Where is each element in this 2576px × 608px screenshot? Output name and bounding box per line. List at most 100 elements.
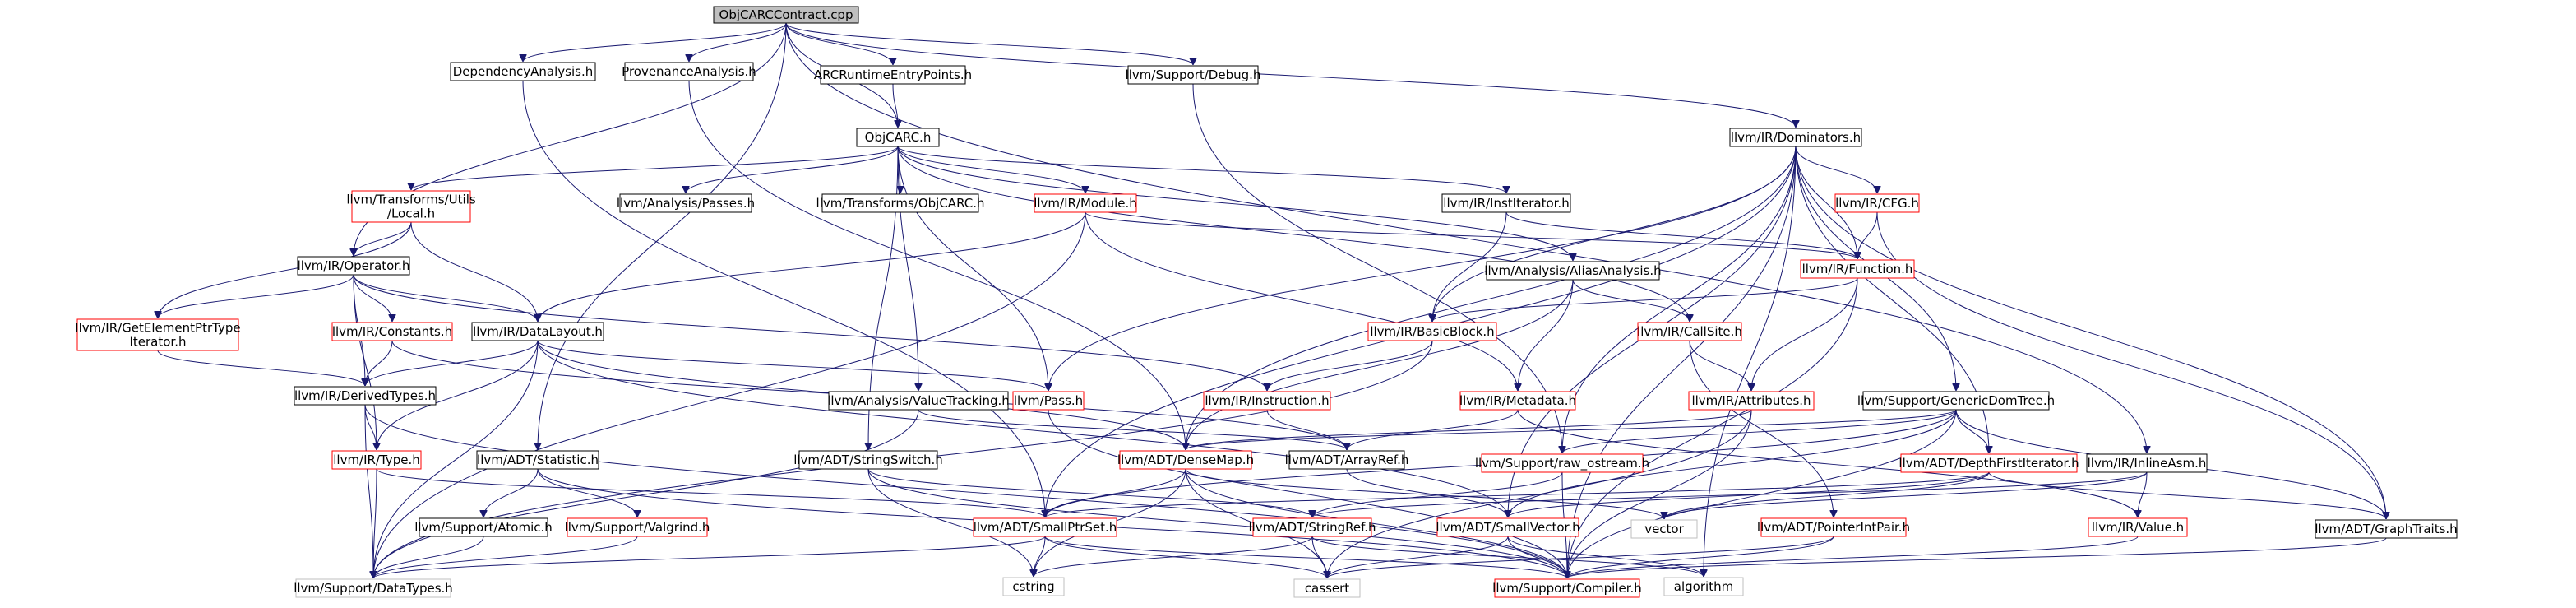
node-llvm-ir-module-h[interactable]: llvm/IR/Module.h (1034, 193, 1137, 213)
node-cassert[interactable]: cassert (1293, 578, 1361, 598)
node-vector[interactable]: vector (1630, 519, 1698, 539)
node-arcruntimeentrypoints-h[interactable]: ARCRuntimeEntryPoints.h (814, 65, 972, 85)
edge-graphtraits-to-compiler (1567, 537, 2387, 579)
node-llvm-adt-smallptrset-h[interactable]: llvm/ADT/SmallPtrSet.h (973, 517, 1117, 537)
node-label: algorithm (1674, 579, 1733, 594)
edge-objcarch-to-aliasanalysis (897, 146, 1573, 261)
node-llvm-analysis-valuetracking-h[interactable]: llvm/Analysis/ValueTracking.h (827, 391, 1010, 411)
edge-debug-to-rawostream (1192, 83, 1562, 453)
node-objcarccontract-cpp[interactable]: ObjCARCContract.cpp (713, 6, 859, 24)
node-llvm-adt-stringref-h[interactable]: llvm/ADT/StringRef.h (1248, 517, 1376, 537)
edge-instruction-to-arrayref (1266, 409, 1347, 451)
edge-dominators-to-basicblock (1432, 146, 1797, 322)
node-llvm-adt-pointerintpair-h[interactable]: llvm/ADT/PointerIntPair.h (1757, 517, 1910, 537)
edge-valuetracking-to-arrayref (918, 409, 1347, 451)
node-box (798, 450, 938, 470)
node-box (1288, 450, 1405, 470)
node-llvm-analysis-passes-h[interactable]: llvm/Analysis/Passes.h (617, 193, 755, 213)
node-llvm-ir-function-h[interactable]: llvm/IR/Function.h (1800, 259, 1915, 279)
node-algorithm[interactable]: algorithm (1663, 577, 1744, 596)
node-llvm-support-atomic-h[interactable]: llvm/Support/Atomic.h (414, 517, 553, 537)
node-box (821, 193, 979, 213)
node-label: llvm/IR/Constants.h (332, 324, 452, 339)
edge-function-to-attributes (1751, 277, 1858, 391)
edge-type-to-datatypes (373, 468, 377, 578)
node-llvm-support-compiler-h[interactable]: llvm/Support/Compiler.h (1492, 578, 1642, 598)
edge-function-to-basicblock (1432, 277, 1858, 323)
node-llvm-ir-operator-h[interactable]: llvm/IR/Operator.h (297, 256, 410, 276)
edge-inlineasm-to-vector (1664, 471, 2148, 520)
nodes-layer: ObjCARCContract.cpp DependencyAnalysis.h P… (75, 6, 2458, 598)
node-llvm-ir-inlineasm-h[interactable]: llvm/IR/InlineAsm.h (2086, 453, 2208, 473)
node-box (1630, 519, 1698, 539)
edge-pass-to-compiler (1048, 409, 1567, 578)
node-llvm-ir-attributes-h[interactable]: llvm/IR/Attributes.h (1688, 391, 1815, 411)
node-llvm-ir-cfg-h[interactable]: llvm/IR/CFG.h (1834, 193, 1920, 213)
node-provenanceanalysis-h[interactable]: ProvenanceAnalysis.h (622, 62, 756, 81)
edge-basicblock-to-instruction (1267, 340, 1433, 392)
node-llvm-ir-basicblock-h[interactable]: llvm/IR/BasicBlock.h (1367, 322, 1497, 341)
node-label: llvm/ADT/PointerIntPair.h (1757, 520, 1910, 535)
node-llvm-ir-value-h[interactable]: llvm/IR/Value.h (2088, 517, 2188, 537)
edge-gendomtree-to-densemap (1186, 409, 1957, 451)
node-llvm-adt-stringswitch-h[interactable]: llvm/ADT/StringSwitch.h (793, 450, 943, 470)
node-llvm-adt-densemap-h[interactable]: llvm/ADT/DenseMap.h (1117, 450, 1254, 470)
node-llvm-adt-arrayref-h[interactable]: llvm/ADT/ArrayRef.h (1285, 450, 1409, 470)
node-box (1293, 578, 1361, 598)
node-llvm-ir-instruction-h[interactable]: llvm/IR/Instruction.h (1203, 391, 1331, 411)
node-llvm-adt-depthfirstiterator-h[interactable]: llvm/ADT/DepthFirstIterator.h (1898, 453, 2079, 473)
edge-module-to-datatypes (373, 211, 1086, 578)
edge-stringswitch-to-cstring (867, 468, 1034, 577)
node-llvm-pass-h[interactable]: llvm/Pass.h (1012, 391, 1085, 411)
node-label: llvm/Support/Valgrind.h (565, 520, 710, 535)
edge-valuetracking-to-datatypes (373, 409, 919, 578)
node-llvm-analysis-aliasanalysis-h[interactable]: llvm/Analysis/AliasAnalysis.h (1484, 261, 1662, 281)
node-llvm-ir-institerator-h[interactable]: llvm/IR/InstIterator.h (1441, 193, 1571, 213)
node-llvm-adt-statistic-h[interactable]: llvm/ADT/Statistic.h (476, 450, 599, 470)
node-llvm-support-raw-ostream-h[interactable]: llvm/Support/raw_ostream.h (1475, 453, 1649, 473)
node-label: Iterator.h (129, 335, 186, 350)
node-llvm-ir-datalayout-h[interactable]: llvm/IR/DataLayout.h (471, 322, 604, 341)
edge-attributes-to-compiler (1567, 409, 1752, 578)
node-llvm-support-debug-h[interactable]: llvm/Support/Debug.h (1126, 65, 1261, 85)
edge-operator-to-instruction (353, 274, 1267, 391)
node-llvm-transforms-utils-local-h[interactable]: llvm/Transforms/Utils/Local.h (346, 190, 476, 223)
node-label: llvm/ADT/DenseMap.h (1117, 453, 1254, 467)
node-llvm-ir-callsite-h[interactable]: llvm/IR/CallSite.h (1637, 322, 1742, 341)
edge-institer-to-basicblock (1432, 211, 1507, 322)
edge-smallptrset-to-compiler (1044, 536, 1567, 579)
node-llvm-ir-derivedtypes-h[interactable]: llvm/IR/DerivedTypes.h (294, 386, 437, 406)
node-label: llvm/ADT/ArrayRef.h (1285, 453, 1409, 467)
node-llvm-adt-smallvector-h[interactable]: llvm/ADT/SmallVector.h (1436, 517, 1580, 537)
node-box (973, 517, 1117, 537)
node-llvm-support-datatypes-h[interactable]: llvm/Support/DataTypes.h (294, 578, 453, 598)
node-label: llvm/IR/InstIterator.h (1443, 196, 1569, 211)
node-llvm-transforms-objcarc-h[interactable]: llvm/Transforms/ObjCARC.h (816, 193, 985, 213)
node-box (471, 322, 604, 341)
node-box (1367, 322, 1497, 341)
node-llvm-ir-dominators-h[interactable]: llvm/IR/Dominators.h (1729, 128, 1862, 147)
node-box (1729, 128, 1862, 147)
node-llvm-adt-graphtraits-h[interactable]: llvm/ADT/GraphTraits.h (2315, 519, 2458, 539)
node-objcarc-h[interactable]: ObjCARC.h (856, 128, 940, 147)
edge-dominators-to-cfg (1795, 146, 1877, 194)
node-llvm-support-valgrind-h[interactable]: llvm/Support/Valgrind.h (565, 517, 710, 537)
node-label: llvm/IR/CFG.h (1835, 196, 1919, 211)
edge-provanalysis-to-densemap (688, 80, 1186, 450)
node-llvm-ir-constants-h[interactable]: llvm/IR/Constants.h (331, 322, 453, 341)
edge-dominators-to-compiler (1567, 146, 1797, 578)
edge-dfiter-to-smallvector (1508, 471, 1990, 518)
node-llvm-ir-type-h[interactable]: llvm/IR/Type.h (331, 450, 422, 470)
edge-datalayout-to-type (377, 340, 539, 450)
node-box (1800, 259, 1915, 279)
node-label: llvm/Transforms/ObjCARC.h (816, 196, 984, 211)
node-box (1459, 391, 1576, 411)
edge-gendomtree-to-smallvector (1508, 409, 1957, 517)
node-dependencyanalysis-h[interactable]: DependencyAnalysis.h (450, 62, 596, 81)
node-cstring[interactable]: cstring (1002, 577, 1065, 596)
edge-root-to-dominators (785, 22, 1796, 128)
node-llvm-ir-metadata-h[interactable]: llvm/IR/Metadata.h (1459, 391, 1576, 411)
node-llvm-support-genericdomtree-h[interactable]: llvm/Support/GenericDomTree.h (1857, 391, 2055, 411)
edge-inlineasm-to-stringref (1312, 471, 2148, 518)
